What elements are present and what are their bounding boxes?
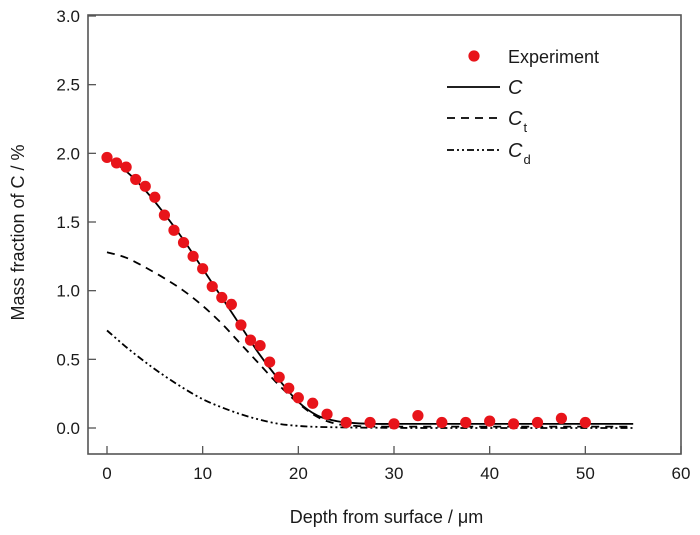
- experiment-point: [130, 173, 142, 186]
- experiment-point: [254, 340, 266, 352]
- experiment-point: [168, 224, 180, 236]
- x-tick-label: 0: [102, 464, 111, 483]
- experiment-point: [158, 209, 170, 221]
- experiment-point: [120, 161, 132, 173]
- x-tick-label: 50: [576, 464, 595, 483]
- x-tick-label: 30: [385, 464, 404, 483]
- experiment-point: [187, 250, 199, 262]
- experiment-point: [292, 392, 304, 404]
- y-axis-title: Mass fraction of C / %: [8, 144, 28, 320]
- experiment-point: [216, 291, 228, 304]
- experiment-point: [412, 410, 424, 422]
- experiment-point: [555, 412, 568, 424]
- legend-item: C: [447, 77, 523, 99]
- experiment-point: [225, 298, 237, 310]
- experiment-point: [307, 397, 319, 409]
- experiment-point: [264, 356, 276, 368]
- legend-item: Ct: [447, 108, 527, 135]
- experiment-point: [283, 382, 295, 394]
- legend-subscript: d: [523, 152, 530, 167]
- y-axis: 0.0 0.5 1.0 1.5 2.0 2.5 3.0: [56, 7, 96, 438]
- y-tick-label: 1.0: [56, 282, 80, 301]
- plot-frame: [87, 14, 682, 455]
- experiment-point: [101, 151, 113, 164]
- y-tick-label: 0.0: [56, 419, 80, 438]
- legend-symbol: C: [508, 77, 523, 99]
- series-line-c-d: [106, 329, 634, 429]
- x-tick-label: 60: [672, 464, 691, 483]
- legend-label: Cd: [508, 140, 531, 167]
- series-line-c: [106, 156, 634, 425]
- experiment-point: [436, 416, 448, 429]
- legend-label: C: [508, 77, 523, 99]
- legend-label: Ct: [508, 108, 527, 135]
- experiment-point: [110, 157, 123, 169]
- experiment-point: [273, 371, 285, 383]
- experiment-point: [177, 237, 190, 249]
- legend-marker-experiment: [468, 50, 480, 62]
- experiment-point: [484, 415, 496, 427]
- y-tick-label: 2.0: [56, 144, 80, 163]
- experiment-point: [197, 263, 209, 275]
- y-tick-label: 2.5: [56, 76, 80, 95]
- series-layer: [101, 151, 634, 430]
- legend-symbol: C: [508, 140, 523, 162]
- series-line-c-t: [106, 251, 634, 428]
- experiment-point: [388, 418, 400, 430]
- legend-item: Cd: [447, 140, 531, 167]
- legend-label: Experiment: [508, 47, 599, 67]
- experiment-point: [507, 418, 520, 430]
- plot-border: [87, 14, 682, 455]
- experiment-point: [206, 280, 218, 293]
- y-tick-label: 0.5: [56, 350, 80, 369]
- experiment-point: [235, 319, 247, 331]
- experiment-point: [531, 416, 544, 429]
- experiment-point: [139, 180, 151, 192]
- experiment-point: [579, 416, 591, 429]
- experiment-point: [244, 334, 257, 346]
- experiment-point: [460, 416, 472, 429]
- legend-subscript: t: [523, 120, 527, 135]
- y-tick-label: 3.0: [56, 7, 80, 26]
- experiment-point: [364, 416, 376, 429]
- x-axis-title: Depth from surface / μm: [290, 507, 483, 527]
- experiment-point: [340, 416, 352, 429]
- x-tick-label: 40: [480, 464, 499, 483]
- x-axis: 0 10 20 30 40 50 60: [102, 446, 690, 483]
- y-tick-label: 1.5: [56, 213, 80, 232]
- x-tick-label: 10: [193, 464, 212, 483]
- legend-symbol: C: [508, 108, 523, 130]
- experiment-point: [149, 191, 161, 203]
- legend-item: Experiment: [468, 47, 599, 67]
- experiment-point: [321, 408, 333, 420]
- x-tick-label: 20: [289, 464, 308, 483]
